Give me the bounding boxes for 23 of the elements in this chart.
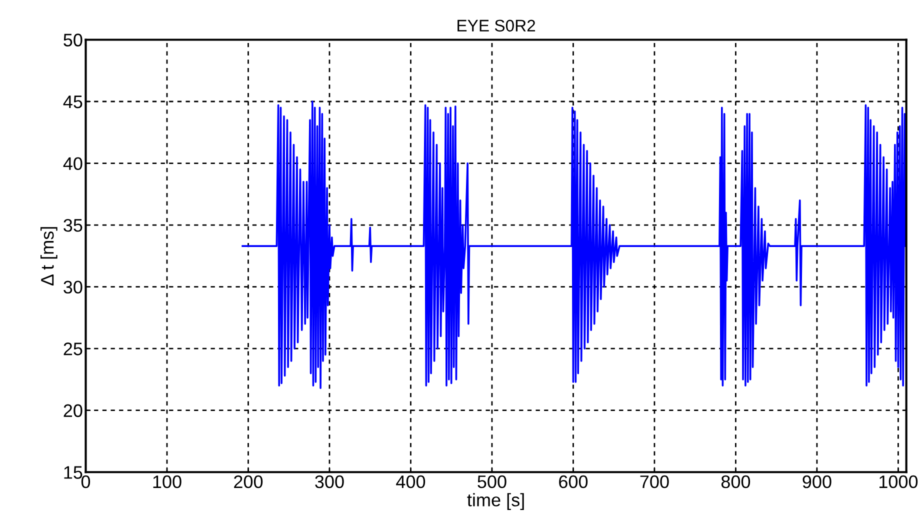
y-tick-label: 30: [64, 280, 82, 294]
x-tick-label: 800: [721, 475, 750, 488]
y-tick-label: 25: [64, 342, 82, 356]
y-axis-title: Δ t [ms]: [40, 227, 58, 286]
y-tick-label: 35: [64, 218, 82, 232]
x-tick-label: 900: [802, 475, 832, 488]
x-tick-label: 400: [396, 475, 426, 488]
x-tick-label: 100: [153, 475, 182, 488]
y-tick-label: 40: [63, 157, 82, 170]
x-tick-label: 600: [559, 475, 588, 488]
y-tick-label: 50: [64, 34, 82, 46]
x-axis-title: time [s]: [467, 493, 524, 510]
x-tick-label: 500: [478, 475, 506, 488]
chart-title: EYE S0R2: [458, 20, 536, 32]
x-tick-label: 1000: [879, 475, 918, 488]
y-tick-label: 20: [64, 404, 82, 418]
x-tick-label: 300: [315, 475, 344, 488]
x-tick-label: 0: [81, 475, 90, 488]
y-tick-label: 15: [64, 466, 82, 479]
x-tick-label: 200: [234, 475, 263, 488]
x-tick-label: 700: [640, 475, 669, 488]
y-tick-label: 45: [63, 96, 82, 108]
line-series: [242, 100, 906, 390]
